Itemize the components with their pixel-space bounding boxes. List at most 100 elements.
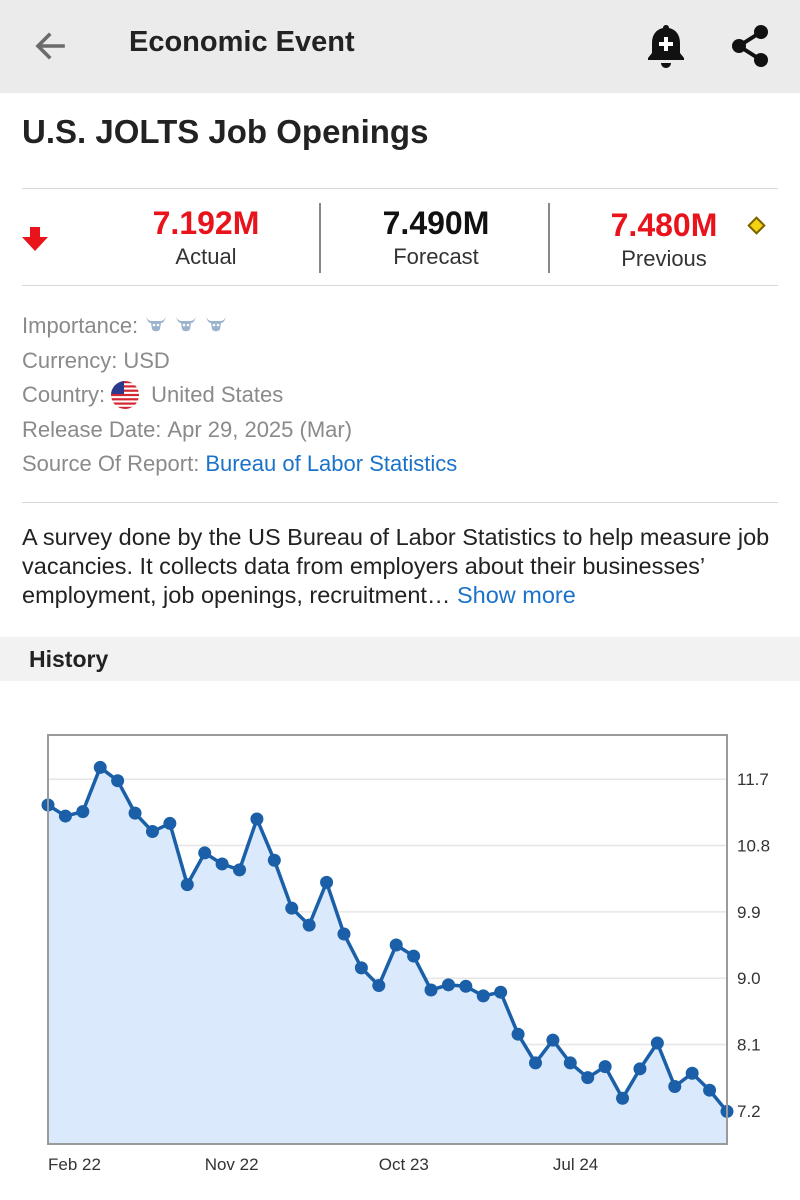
- bull-icon: [146, 316, 167, 332]
- back-button[interactable]: [26, 22, 74, 70]
- actual-stat: 7.192M Actual: [112, 203, 300, 271]
- y-tick-label: 8.1: [737, 1036, 761, 1055]
- data-point: [354, 961, 368, 975]
- data-point: [511, 1027, 525, 1041]
- forecast-label: Forecast: [393, 244, 479, 269]
- data-point: [215, 857, 229, 871]
- data-point: [598, 1060, 612, 1074]
- currency-value: USD: [123, 347, 170, 373]
- data-point: [128, 806, 142, 820]
- data-point: [581, 1071, 595, 1085]
- top-app-bar: Economic Event: [0, 0, 800, 93]
- history-header: History: [0, 637, 800, 681]
- y-tick-label: 9.0: [737, 969, 761, 988]
- release-date-row: Release Date: Apr 29, 2025 (Mar): [22, 413, 457, 448]
- plot-border: [47, 734, 728, 1145]
- data-point: [267, 853, 281, 867]
- data-point: [180, 878, 194, 892]
- show-more-link[interactable]: Show more: [456, 582, 576, 608]
- series-line: [47, 765, 729, 1113]
- y-tick-label: 7.2: [737, 1102, 761, 1121]
- data-point: [459, 979, 473, 993]
- data-point: [685, 1066, 699, 1080]
- event-title: U.S. JOLTS Job Openings: [22, 113, 429, 150]
- currency-row: Currency: USD: [22, 344, 457, 379]
- share-button[interactable]: [722, 18, 778, 74]
- data-point: [528, 1056, 542, 1070]
- data-point: [563, 1056, 577, 1070]
- data-point: [389, 938, 403, 952]
- history-chart[interactable]: 7.2 8.1 9.0 9.9 10.8 11.7 Feb 22 Nov 22 Oct 23 Ju…: [0, 700, 800, 1200]
- x-tick-label: Jul 24: [553, 1155, 598, 1174]
- history-title: History: [29, 646, 109, 672]
- screen-title: Economic Event: [129, 26, 355, 58]
- data-point: [372, 979, 386, 993]
- x-tick-label: Oct 23: [379, 1155, 429, 1174]
- add-alert-button[interactable]: [638, 18, 694, 74]
- event-description: A survey done by the US Bureau of Labor …: [22, 523, 782, 610]
- event-details: Importance: Currency: USD Country: U: [22, 309, 457, 482]
- stat-divider: [319, 203, 321, 273]
- data-point: [198, 846, 212, 860]
- share-icon: [732, 25, 768, 67]
- bull-icon: [176, 316, 197, 332]
- importance-bulls: [144, 312, 228, 340]
- data-point: [494, 985, 508, 999]
- us-flag-icon: [111, 381, 140, 410]
- down-arrow-icon: [22, 227, 48, 251]
- y-tick-label: 9.9: [737, 903, 761, 922]
- country-label: Country:: [22, 382, 106, 408]
- data-point: [145, 825, 159, 839]
- data-point: [93, 760, 107, 774]
- back-arrow-icon: [35, 32, 65, 60]
- currency-label: Currency:: [22, 347, 118, 373]
- previous-label: Previous: [621, 246, 707, 271]
- importance-label: Importance:: [22, 313, 139, 339]
- source-label: Source Of Report:: [22, 451, 200, 477]
- data-point: [424, 983, 438, 997]
- data-point: [76, 805, 90, 819]
- data-point: [616, 1091, 630, 1105]
- importance-row: Importance:: [22, 309, 457, 344]
- data-point: [407, 949, 421, 963]
- description-text: A survey done by the US Bureau of Labor …: [22, 524, 770, 608]
- event-stats: 7.192M Actual 7.490M Forecast 7.480M Pre…: [22, 188, 778, 286]
- x-tick-label: Feb 22: [48, 1155, 101, 1174]
- data-point: [250, 812, 264, 826]
- data-point: [302, 918, 316, 932]
- actual-value: 7.192M: [152, 205, 260, 241]
- history-chart-svg: 7.2 8.1 9.0 9.9 10.8 11.7 Feb 22 Nov 22 Oct 23 Ju…: [41, 734, 770, 1174]
- actual-label: Actual: [175, 244, 237, 269]
- previous-value: 7.480M: [610, 207, 718, 243]
- previous-stat: 7.480M Previous: [570, 205, 758, 273]
- data-point: [633, 1062, 647, 1076]
- data-point: [650, 1036, 664, 1050]
- data-point: [285, 901, 299, 915]
- data-point: [703, 1083, 717, 1097]
- release-date-label: Release Date:: [22, 416, 162, 442]
- data-point: [320, 875, 334, 889]
- country-value: United States: [151, 382, 284, 408]
- source-link[interactable]: Bureau of Labor Statistics: [205, 451, 458, 477]
- y-tick-label: 10.8: [737, 837, 770, 856]
- forecast-value: 7.490M: [382, 205, 490, 241]
- forecast-stat: 7.490M Forecast: [342, 203, 530, 271]
- data-point: [546, 1033, 560, 1047]
- y-tick-label: 11.7: [737, 770, 769, 789]
- data-point: [668, 1080, 682, 1094]
- section-divider: [22, 502, 778, 503]
- stat-divider: [548, 203, 550, 273]
- bull-icon: [206, 316, 227, 332]
- data-point: [337, 927, 351, 941]
- data-point: [58, 809, 72, 823]
- data-point: [233, 863, 247, 877]
- add-alert-bell-icon: [648, 25, 684, 68]
- source-row: Source Of Report: Bureau of Labor Statis…: [22, 447, 457, 482]
- release-date-value: Apr 29, 2025 (Mar): [167, 416, 353, 442]
- data-point: [476, 989, 490, 1003]
- data-point: [163, 816, 177, 830]
- x-tick-label: Nov 22: [205, 1155, 259, 1174]
- data-point: [441, 978, 455, 992]
- data-point: [111, 774, 125, 788]
- country-row: Country: United States: [22, 378, 457, 413]
